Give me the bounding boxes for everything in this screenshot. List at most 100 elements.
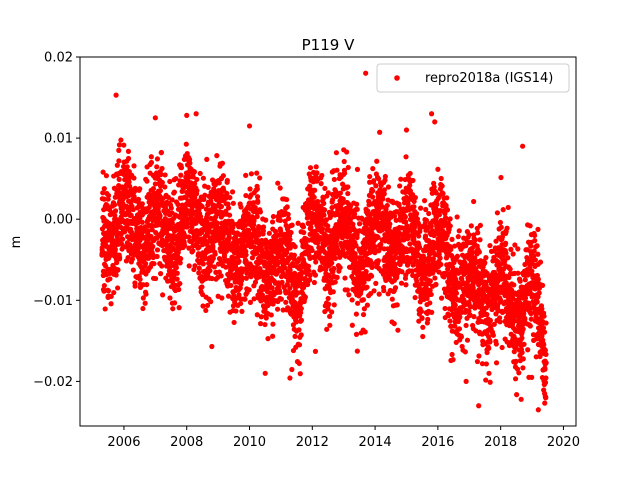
data-point [398,176,404,182]
data-point [333,150,339,156]
data-point [393,217,399,223]
data-point [183,141,189,147]
x-tick-label: 2012 [296,435,329,450]
data-point [152,115,158,121]
data-point [159,179,165,186]
data-point [536,290,542,296]
data-point [520,356,526,362]
data-point [438,175,444,182]
data-point [428,111,435,117]
data-point [410,177,416,184]
data-point [196,207,202,213]
data-point [265,336,271,342]
data-point [152,275,159,282]
data-point [407,241,413,247]
data-point [518,396,524,402]
data-point [353,331,360,337]
data-point [290,347,297,354]
data-point [204,156,210,162]
data-point [371,178,377,184]
data-point [132,283,138,289]
data-point [160,292,166,298]
data-point [420,333,426,340]
data-point [296,256,302,262]
data-point [250,200,257,206]
data-point [354,166,361,172]
data-point [296,360,302,367]
data-point [121,142,127,148]
data-point [413,211,420,217]
data-point [247,299,254,305]
data-point [486,370,492,376]
data-point [186,234,192,240]
data-point [214,153,220,159]
data-point [392,261,398,267]
data-point [464,337,471,343]
data-point [427,300,433,306]
data-point [275,180,281,186]
data-point [226,212,233,218]
data-point [192,180,198,187]
data-point [363,70,369,76]
data-point [131,163,137,169]
data-point [236,292,242,298]
data-point [291,252,297,258]
data-point [364,302,370,308]
data-point [297,301,304,307]
data-point [334,167,340,173]
x-tick-label: 2010 [233,435,266,450]
data-point [296,327,302,333]
data-point [194,188,200,194]
data-point [116,142,123,148]
data-point [321,200,327,206]
data-point [210,244,216,250]
data-point [391,255,397,261]
data-point [329,309,335,315]
data-point [189,224,195,230]
data-point [284,204,290,210]
data-point [177,280,183,287]
data-point [203,206,209,212]
data-point [507,266,513,272]
data-point [394,302,400,308]
data-point [323,266,329,273]
data-point [543,375,549,381]
data-point [387,221,393,227]
data-point [414,278,420,285]
data-point [503,250,509,256]
data-point [162,172,168,178]
data-point [463,322,469,329]
data-point [165,237,171,243]
data-point [144,282,150,288]
data-point [491,321,497,327]
data-point [208,299,214,305]
data-point [410,272,416,278]
data-point [178,172,184,178]
data-point [152,181,158,187]
data-point [238,204,244,210]
data-point [119,246,125,252]
data-point [543,394,549,401]
data-point [470,285,476,291]
data-point [365,208,371,214]
data-point [129,256,135,262]
data-point [447,223,453,229]
data-point [483,255,489,261]
data-point [177,260,183,266]
data-point [170,306,176,312]
data-point [487,242,493,249]
data-point [284,249,290,256]
data-point [529,268,535,274]
data-point [199,203,205,210]
data-point [531,232,538,239]
data-point [542,366,548,372]
data-point [116,176,122,182]
data-point [197,170,203,177]
data-point [154,156,161,162]
data-point [354,348,360,354]
data-point [246,287,252,293]
data-point [353,311,359,317]
data-point [192,263,198,269]
data-point [434,201,440,208]
data-point [448,246,454,253]
